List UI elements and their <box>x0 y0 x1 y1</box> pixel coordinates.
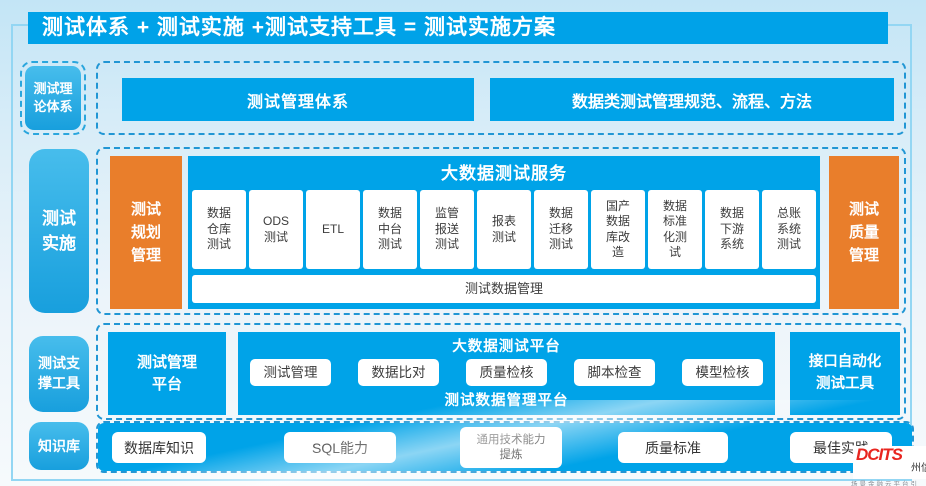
test-data-management-platform-title: 测试数据管理平台 <box>444 393 569 409</box>
platform-tools-row: 测试管理 数据比对 质量检核 脚本检查 模型检核 <box>238 359 775 386</box>
vendor-logo: DCITS 州信 <box>853 446 926 479</box>
test-management-platform-box: 测试管理 平台 <box>108 332 226 415</box>
vendor-logo-brand-cn: 州信 <box>911 463 926 474</box>
service-cell-domestic-db: 国产 数据 库改 造 <box>591 190 645 269</box>
tool-quality-check: 质量检核 <box>466 359 547 386</box>
service-cell-etl: ETL <box>306 190 360 269</box>
test-quality-box: 测试 质量 管理 <box>829 156 899 309</box>
service-cell-data-standardization: 数据 标准 化测 试 <box>648 190 702 269</box>
service-cell-downstream-systems: 数据 下游 系统 <box>705 190 759 269</box>
section-implementation: 测试 规划 管理 大数据测试服务 数据 仓库 测试 ODS 测试 ETL 数据 … <box>96 147 906 315</box>
bigdata-test-platform-panel: 大数据测试平台 测试管理 数据比对 质量检核 脚本检查 模型检核 测试数据管理平… <box>238 332 775 415</box>
section-theory: 测试管理体系 数据类测试管理规范、流程、方法 <box>96 61 906 135</box>
service-cell-regulatory-reporting: 监管 报送 测试 <box>420 190 474 269</box>
bigdata-test-platform-title: 大数据测试平台 <box>452 339 561 355</box>
test-data-management-bar: 测试数据管理 <box>192 275 816 303</box>
knowledge-item-sql: SQL能力 <box>284 432 396 463</box>
test-planning-box: 测试 规划 管理 <box>110 156 182 309</box>
theory-box-management-system: 测试管理体系 <box>122 78 474 121</box>
tool-data-comparison: 数据比对 <box>358 359 439 386</box>
rail-label-support-tools: 测试支 撑工具 <box>29 336 89 412</box>
service-cell-data-warehouse: 数据 仓库 测试 <box>192 190 246 269</box>
rail-label-knowledge: 知识库 <box>29 422 89 470</box>
tool-model-check: 模型检核 <box>682 359 763 386</box>
bigdata-test-service-panel: 大数据测试服务 数据 仓库 测试 ODS 测试 ETL 数据 中台 测试 监管 … <box>188 156 820 309</box>
service-cell-data-migration: 数据 迁移 测试 <box>534 190 588 269</box>
bigdata-test-service-title: 大数据测试服务 <box>441 164 567 183</box>
tool-script-check: 脚本检查 <box>574 359 655 386</box>
service-cell-general-ledger: 总账 系统 测试 <box>762 190 816 269</box>
knowledge-item-general-tech: 通用技术能力 提炼 <box>460 427 562 468</box>
service-cell-report-testing: 报表 测试 <box>477 190 531 269</box>
tool-test-management: 测试管理 <box>250 359 331 386</box>
service-cell-data-middle-platform: 数据 中台 测试 <box>363 190 417 269</box>
page-title: 测试体系 + 测试实施 +测试支持工具 = 测试实施方案 <box>28 12 888 44</box>
api-automation-tool-box: 接口自动化 测试工具 <box>790 332 900 415</box>
section-support-tools: 测试管理 平台 大数据测试平台 测试管理 数据比对 质量检核 脚本检查 模型检核… <box>96 323 906 420</box>
section-knowledge-base: 数据库知识 SQL能力 通用技术能力 提炼 质量标准 最佳实践 <box>96 421 914 473</box>
rail-label-implementation: 测试 实施 <box>29 149 89 313</box>
service-cells-row: 数据 仓库 测试 ODS 测试 ETL 数据 中台 测试 监管 报送 测试 报表… <box>192 190 816 269</box>
knowledge-item-quality-standard: 质量标准 <box>618 432 728 463</box>
rail-theory-wrapper: 测试理 论体系 <box>20 61 86 135</box>
service-cell-ods: ODS 测试 <box>249 190 303 269</box>
vendor-logo-caption: 场景金融云平台引 <box>851 481 919 486</box>
knowledge-item-database: 数据库知识 <box>112 432 206 463</box>
vendor-logo-brand: DCITS <box>856 446 903 464</box>
theory-box-data-standards: 数据类测试管理规范、流程、方法 <box>490 78 894 121</box>
rail-label-theory: 测试理 论体系 <box>25 66 81 130</box>
